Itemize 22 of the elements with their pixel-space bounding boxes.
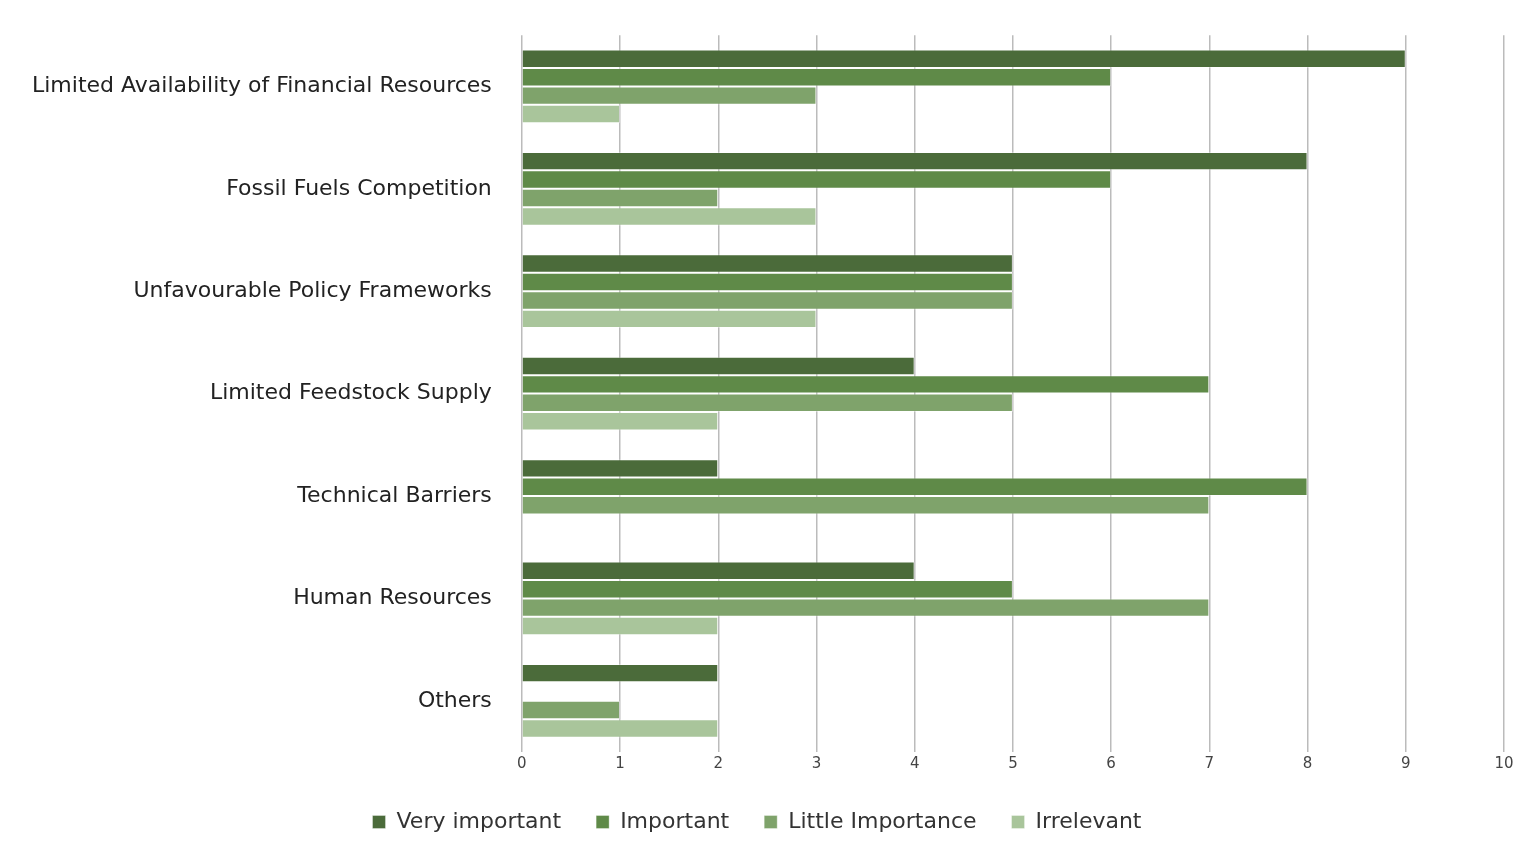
x-tick-label: 8 [1302, 753, 1313, 772]
legend-label: Little Importance [788, 807, 977, 833]
x-tick-label: 9 [1401, 753, 1411, 772]
legend-label: Irrelevant [1035, 807, 1142, 833]
y-tick-label: Fossil Fuels Competition [226, 174, 492, 200]
legend-label: Very important [396, 807, 562, 833]
y-tick-label: Unfavourable Policy Frameworks [133, 276, 492, 302]
x-tick-label: 10 [1494, 753, 1514, 772]
x-tick-label: 1 [615, 753, 625, 772]
x-tick-label: 6 [1106, 753, 1116, 772]
y-tick-label: Limited Feedstock Supply [209, 379, 492, 405]
y-tick-label: Human Resources [293, 584, 492, 610]
x-tick-label: 3 [811, 753, 822, 772]
y-tick-label: Technical Barriers [296, 481, 492, 507]
x-tick-label: 5 [1008, 753, 1018, 772]
legend-label: Important [620, 807, 730, 833]
x-tick-label: 4 [909, 753, 920, 772]
y-tick-label: Others [417, 686, 492, 712]
x-tick-label: 7 [1204, 753, 1215, 772]
x-tick-label: 2 [713, 753, 724, 772]
y-tick-label: Limited Availability of Financial Resources [31, 72, 492, 98]
x-tick-label: 0 [517, 753, 527, 772]
